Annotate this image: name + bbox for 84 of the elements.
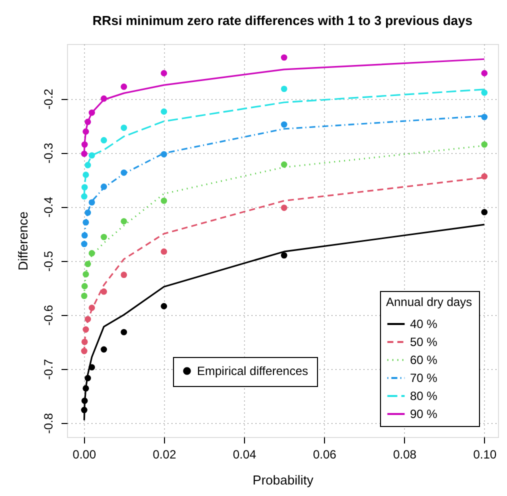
point xyxy=(81,406,88,414)
x-tick-label: 0.00 xyxy=(72,448,96,462)
point xyxy=(100,346,108,353)
point xyxy=(100,95,108,102)
point xyxy=(81,193,88,200)
point xyxy=(81,232,88,239)
point xyxy=(120,328,128,336)
point xyxy=(280,121,288,128)
point xyxy=(481,173,488,180)
point xyxy=(88,110,95,116)
point xyxy=(82,385,89,392)
point xyxy=(81,150,88,157)
x-tick-label: 0.04 xyxy=(232,448,257,462)
point xyxy=(82,271,89,278)
point xyxy=(160,70,168,76)
point xyxy=(88,304,95,311)
point xyxy=(120,218,128,224)
chart-title: RRsi minimum zero rate differences with 1 to 3 previous days xyxy=(92,13,472,28)
y-axis-title: Difference xyxy=(16,211,30,271)
point xyxy=(84,210,91,216)
point xyxy=(120,272,128,278)
y-tick-label: -0.2 xyxy=(42,88,56,110)
legend-label: 90 % xyxy=(410,407,438,421)
point xyxy=(81,292,88,300)
legend-label: 80 % xyxy=(410,389,438,403)
point xyxy=(84,118,91,125)
point xyxy=(81,283,88,290)
legend-label: 50 % xyxy=(410,335,438,349)
x-tick-label: 0.10 xyxy=(473,448,497,462)
point xyxy=(481,141,488,148)
point xyxy=(82,172,89,178)
point xyxy=(82,219,89,226)
point xyxy=(280,252,288,259)
point xyxy=(481,70,488,76)
point xyxy=(100,184,108,190)
legend-label: 60 % xyxy=(410,353,438,367)
point xyxy=(120,84,128,90)
x-tick-label: 0.02 xyxy=(152,448,176,462)
point xyxy=(160,248,168,255)
point xyxy=(160,151,168,158)
point xyxy=(280,54,288,61)
point xyxy=(280,161,288,168)
point xyxy=(100,288,108,295)
point xyxy=(280,204,288,211)
point xyxy=(120,124,128,131)
y-tick-label: -0.8 xyxy=(42,412,56,434)
x-axis-title: Probability xyxy=(252,472,314,488)
point xyxy=(84,374,91,382)
point xyxy=(481,208,488,216)
point xyxy=(88,250,95,256)
x-tick-label: 0.06 xyxy=(312,448,337,462)
point xyxy=(81,398,88,404)
x-tick-label: 0.08 xyxy=(393,448,417,462)
point xyxy=(88,199,95,206)
point xyxy=(160,303,168,310)
y-tick-label: -0.3 xyxy=(42,142,56,164)
point xyxy=(100,137,108,144)
point xyxy=(160,198,168,204)
point xyxy=(100,234,108,240)
y-tick-label: -0.5 xyxy=(42,250,56,272)
y-tick-label: -0.6 xyxy=(42,304,56,326)
point xyxy=(81,240,88,248)
y-tick-label: -0.4 xyxy=(42,196,56,218)
point xyxy=(81,348,88,354)
legend-label: 40 % xyxy=(410,317,438,331)
y-tick-label: -0.7 xyxy=(42,358,56,380)
point xyxy=(280,86,288,92)
point xyxy=(481,89,488,96)
point xyxy=(120,170,128,176)
point xyxy=(160,108,168,115)
point xyxy=(84,316,91,322)
point xyxy=(84,260,91,268)
legend-title: Annual dry days xyxy=(386,295,472,309)
point xyxy=(481,114,488,120)
point xyxy=(88,152,95,159)
legend-label: Empirical differences xyxy=(197,364,308,378)
point xyxy=(84,162,91,168)
legend-label: 70 % xyxy=(410,371,438,385)
point xyxy=(81,141,88,148)
point xyxy=(81,184,88,190)
point xyxy=(82,128,89,135)
point xyxy=(81,338,88,346)
point xyxy=(82,326,89,333)
point xyxy=(88,364,95,370)
